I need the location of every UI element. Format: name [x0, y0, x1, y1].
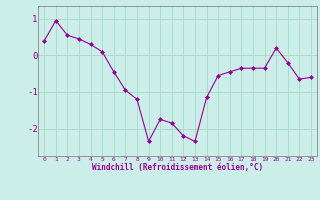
X-axis label: Windchill (Refroidissement éolien,°C): Windchill (Refroidissement éolien,°C) [92, 163, 263, 172]
